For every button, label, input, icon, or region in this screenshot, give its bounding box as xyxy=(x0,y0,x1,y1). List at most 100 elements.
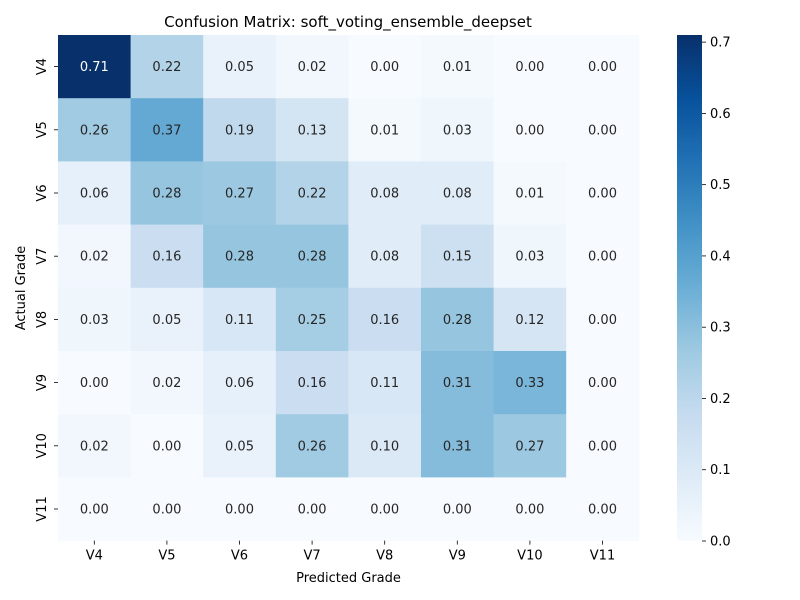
cell-value-label: 0.00 xyxy=(298,503,327,518)
heatmap-cell xyxy=(203,287,277,352)
cell-value-label: 0.31 xyxy=(443,439,472,454)
heatmap-cell xyxy=(275,287,349,352)
y-axis-label: Actual Grade xyxy=(14,246,29,331)
cell-value-label: 0.11 xyxy=(370,376,399,391)
heatmap-cell xyxy=(348,161,422,226)
cell-value-label: 0.16 xyxy=(370,313,399,328)
x-tick-label: V11 xyxy=(590,549,615,564)
y-tick-label: V6 xyxy=(35,184,50,201)
colorbar-gradient xyxy=(677,35,702,541)
cell-value-label: 0.08 xyxy=(443,187,472,202)
heatmap-cell xyxy=(130,287,204,352)
cell-value-label: 0.05 xyxy=(152,313,181,328)
heatmap-cell xyxy=(566,477,640,542)
heatmap-cell xyxy=(566,161,640,226)
cell-value-label: 0.00 xyxy=(152,503,181,518)
heatmap-cell xyxy=(348,351,422,415)
cell-value-label: 0.00 xyxy=(588,313,617,328)
heatmap-cell xyxy=(566,414,640,478)
y-tick-label: V9 xyxy=(35,374,50,391)
heatmap-cell xyxy=(130,161,204,226)
heatmap-cell xyxy=(58,287,132,352)
heatmap-cell xyxy=(493,161,567,226)
x-tick-label: V4 xyxy=(86,549,103,564)
heatmap-cell xyxy=(203,98,277,162)
heatmap-cell xyxy=(58,351,132,415)
heatmap-cell-labels: 0.71 0.22 0.05 0.02 0.00 0.01 0.00 0.00 0.26 0.37… xyxy=(80,60,617,517)
cell-value-label: 0.37 xyxy=(152,123,181,138)
y-tick-label: V10 xyxy=(35,433,50,458)
cell-value-label: 0.00 xyxy=(588,503,617,518)
heatmap-cell xyxy=(348,414,422,478)
cell-value-label: 0.00 xyxy=(443,503,472,518)
cell-value-label: 0.10 xyxy=(370,439,399,454)
cell-value-label: 0.27 xyxy=(515,439,544,454)
cell-value-label: 0.71 xyxy=(80,60,109,75)
cell-value-label: 0.06 xyxy=(80,187,109,202)
y-axis-ticks: V4 V5 V6 V7 V8 V9 V10 V11 xyxy=(35,58,58,522)
heatmap-cell xyxy=(421,351,495,415)
cell-value-label: 0.26 xyxy=(80,123,109,138)
heatmap-cell xyxy=(130,477,204,542)
cell-value-label: 0.16 xyxy=(298,376,327,391)
cell-value-label: 0.22 xyxy=(152,60,181,75)
cell-value-label: 0.00 xyxy=(515,503,544,518)
cell-value-label: 0.00 xyxy=(588,60,617,75)
heatmap-cell xyxy=(566,224,640,289)
x-tick-label: V6 xyxy=(231,549,248,564)
heatmap-cell xyxy=(275,161,349,226)
colorbar-tick-label: 0.6 xyxy=(710,107,731,122)
heatmap-cell xyxy=(203,477,277,542)
heatmap-cell xyxy=(275,477,349,542)
cell-value-label: 0.02 xyxy=(80,439,109,454)
cell-value-label: 0.28 xyxy=(298,250,327,265)
cell-value-label: 0.00 xyxy=(588,439,617,454)
cell-value-label: 0.26 xyxy=(298,439,327,454)
cell-value-label: 0.11 xyxy=(225,313,254,328)
heatmap-cell xyxy=(203,414,277,478)
cell-value-label: 0.00 xyxy=(225,503,254,518)
x-axis-label: Predicted Grade xyxy=(296,571,401,586)
x-tick-label: V8 xyxy=(376,549,393,564)
cell-value-label: 0.16 xyxy=(152,250,181,265)
cell-value-label: 0.05 xyxy=(225,60,254,75)
heatmap-cell xyxy=(421,161,495,226)
heatmap-cell xyxy=(566,287,640,352)
cell-value-label: 0.03 xyxy=(515,250,544,265)
cell-value-label: 0.01 xyxy=(515,187,544,202)
chart-title: Confusion Matrix: soft_voting_ensemble_d… xyxy=(164,13,532,32)
heatmap-cell xyxy=(58,224,132,289)
heatmap-cell xyxy=(130,414,204,478)
heatmap-cell xyxy=(58,414,132,478)
cell-value-label: 0.12 xyxy=(515,313,544,328)
cell-value-label: 0.02 xyxy=(80,250,109,265)
heatmap-cell xyxy=(203,224,277,289)
x-tick-label: V7 xyxy=(304,549,321,564)
x-axis-ticks: V4 V5 V6 V7 V8 V9 V10 V11 xyxy=(86,540,615,564)
heatmap-cell xyxy=(275,351,349,415)
heatmap-cell xyxy=(58,35,132,99)
heatmap-cell xyxy=(58,98,132,162)
cell-value-label: 0.28 xyxy=(443,313,472,328)
cell-value-label: 0.00 xyxy=(588,187,617,202)
heatmap-cell xyxy=(493,224,567,289)
heatmap-cell xyxy=(421,287,495,352)
cell-value-label: 0.22 xyxy=(298,187,327,202)
cell-value-label: 0.01 xyxy=(370,123,399,138)
heatmap-cells xyxy=(58,35,640,542)
y-tick-label: V4 xyxy=(35,58,50,75)
heatmap-cell xyxy=(421,35,495,99)
heatmap-cell xyxy=(493,351,567,415)
heatmap-cell xyxy=(493,98,567,162)
cell-value-label: 0.19 xyxy=(225,123,254,138)
colorbar: 0.0 0.1 0.2 0.3 0.4 0.5 0.6 0.7 xyxy=(677,35,731,550)
y-tick-label: V11 xyxy=(35,496,50,521)
colorbar-tick-label: 0.5 xyxy=(710,178,731,193)
heatmap-cell xyxy=(275,35,349,99)
cell-value-label: 0.00 xyxy=(370,503,399,518)
cell-value-label: 0.03 xyxy=(80,313,109,328)
cell-value-label: 0.00 xyxy=(152,439,181,454)
cell-value-label: 0.02 xyxy=(298,60,327,75)
cell-value-label: 0.02 xyxy=(152,376,181,391)
cell-value-label: 0.08 xyxy=(370,187,399,202)
